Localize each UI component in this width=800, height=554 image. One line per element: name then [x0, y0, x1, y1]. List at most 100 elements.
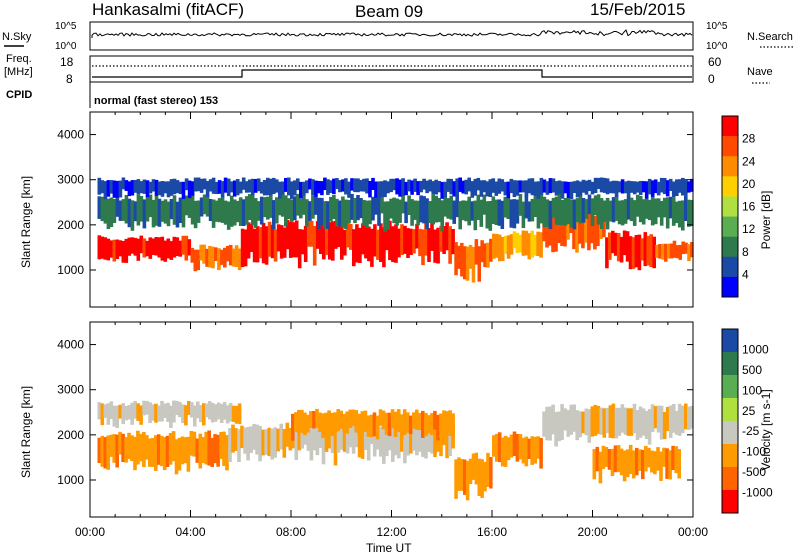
power-cell — [335, 178, 339, 190]
power-cell — [471, 247, 476, 283]
velocity-cell — [357, 423, 362, 458]
power-cell — [241, 177, 246, 190]
velocity-cell — [160, 400, 164, 422]
power-cell — [578, 181, 583, 197]
power-cell — [368, 200, 372, 225]
power-cell — [187, 180, 192, 199]
power-band — [492, 230, 543, 262]
velocity-cell — [598, 451, 603, 484]
velocity-cell — [575, 410, 579, 441]
nsearch-label: N.Search — [747, 31, 793, 43]
power-cell — [551, 197, 556, 218]
power-cell — [371, 196, 375, 221]
power-cell — [446, 178, 450, 192]
range-tick-label: 2000 — [57, 428, 84, 442]
power-cell — [437, 181, 441, 193]
power-colorbar-tick: 20 — [742, 177, 756, 191]
power-cell — [495, 233, 499, 258]
power-cell — [628, 236, 633, 270]
power-cell — [358, 227, 362, 263]
velocity-cell — [599, 407, 604, 435]
power-cell — [620, 200, 625, 226]
velocity-cell — [503, 435, 508, 467]
velocity-cell — [192, 431, 197, 457]
velocity-cell — [415, 423, 419, 456]
power-cell — [489, 238, 493, 262]
velocity-cell — [204, 431, 208, 465]
power-cell — [560, 181, 565, 199]
velocity-cell — [402, 409, 407, 435]
power-cell — [629, 181, 634, 193]
power-cell — [100, 196, 105, 222]
power-cell — [346, 223, 350, 248]
power-cell — [614, 195, 619, 221]
power-colorbar-swatch — [722, 276, 738, 298]
velocity-colorbar-tick: -25 — [742, 424, 760, 438]
velocity-cell — [324, 427, 329, 452]
power-cell — [675, 201, 679, 224]
power-cell — [124, 194, 129, 224]
power-cell — [638, 195, 643, 223]
velocity-cell — [378, 426, 383, 457]
power-cell — [425, 180, 429, 194]
velocity-cell — [204, 403, 209, 418]
velocity-cell — [145, 435, 149, 460]
velocity-cell — [659, 405, 664, 440]
velocity-cell — [339, 426, 344, 450]
velocity-cell — [448, 422, 452, 456]
power-cell — [329, 180, 333, 193]
power-cell — [572, 181, 577, 193]
power-cell — [569, 199, 574, 228]
velocity-cell — [653, 451, 657, 475]
power-cell — [482, 180, 487, 193]
power-cell — [406, 228, 410, 258]
velocity-cell — [169, 405, 173, 428]
power-cell — [656, 198, 661, 218]
velocity-cell — [222, 431, 226, 466]
power-cell — [608, 232, 612, 260]
power-cell — [172, 195, 177, 225]
velocity-colorbar-tick: 25 — [742, 404, 756, 418]
power-cell — [398, 199, 402, 223]
cpid-text: normal (fast stereo) 153 — [94, 95, 218, 107]
power-cell — [506, 181, 511, 199]
power-cell — [623, 199, 628, 224]
velocity-cell — [674, 410, 679, 435]
power-cell — [169, 179, 174, 196]
velocity-cell — [415, 409, 419, 430]
power-cell — [223, 200, 228, 225]
power-cell — [362, 178, 366, 192]
power-colorbar-label: Power [dB] — [759, 191, 773, 250]
range-tick-label: 3000 — [57, 173, 84, 187]
velocity-cell — [142, 400, 146, 416]
power-cell — [166, 201, 171, 227]
velocity-cell — [159, 435, 164, 467]
velocity-cell — [273, 427, 277, 458]
power-cell — [184, 235, 189, 261]
velocity-cell — [607, 449, 612, 470]
velocity-cell — [186, 436, 191, 472]
power-cell — [536, 197, 541, 229]
power-cell — [464, 179, 468, 195]
power-cell — [356, 195, 360, 221]
power-cell — [392, 197, 396, 224]
power-cell — [214, 181, 219, 195]
velocity-cell — [497, 432, 502, 463]
power-cell — [452, 181, 456, 197]
power-cell — [320, 197, 324, 225]
power-cell — [181, 181, 186, 199]
power-cell — [214, 247, 218, 261]
power-cell — [309, 220, 314, 247]
power-cell — [332, 178, 336, 195]
power-cell — [644, 194, 649, 219]
power-cell — [506, 195, 511, 219]
velocity-cell — [518, 434, 523, 460]
velocity-cell — [202, 403, 206, 426]
power-cell — [127, 198, 132, 228]
power-cell — [467, 177, 471, 192]
velocity-cell — [172, 400, 176, 423]
power-cell — [145, 240, 150, 257]
velocity-colorbar-tick: -500 — [742, 465, 766, 479]
power-cell — [428, 201, 432, 223]
power-cell — [259, 196, 264, 225]
